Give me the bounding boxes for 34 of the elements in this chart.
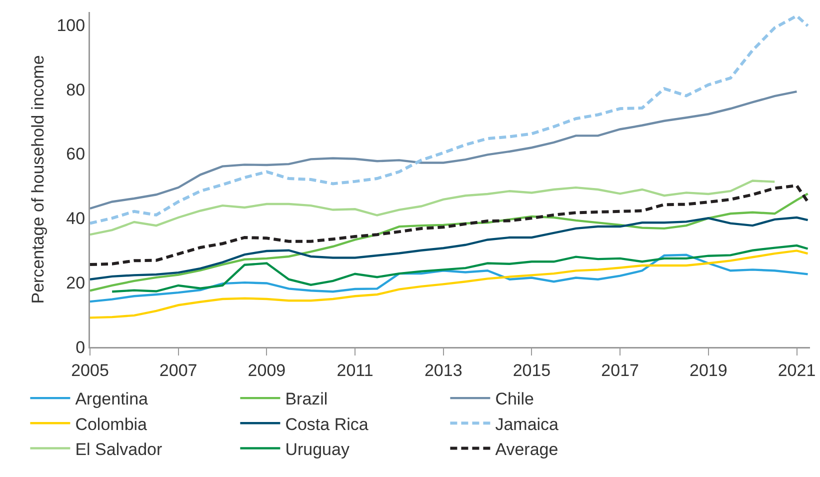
y-tick-label: 80 [66,80,86,100]
legend-label: Jamaica [495,414,560,434]
legend-label: Uruguay [285,440,350,459]
legend-label: Argentina [75,390,149,409]
legend-label: Chile [495,390,534,409]
y-axis-title: Percentage of household income [28,55,48,304]
y-tick-label: 40 [66,209,86,228]
line-series [90,250,809,319]
line-series [90,180,776,236]
line-series [90,216,809,280]
line-series [90,14,810,225]
y-tick-label: 100 [56,16,86,35]
x-tick-label: 2017 [601,360,639,380]
x-tick-label: 2021 [778,360,816,380]
line-series [90,254,809,303]
y-tick-label: 60 [66,144,86,164]
x-tick-label: 2009 [248,360,286,380]
y-tick-label: 0 [76,338,86,357]
legend-label: Brazil [285,390,328,409]
y-tick-label: 20 [66,274,86,293]
legend-label: Colombia [75,414,148,434]
x-tick-label: 2015 [512,360,551,380]
x-tick-label: 2007 [159,360,198,380]
line-series [90,192,809,292]
x-tick-label: 2013 [424,360,462,380]
x-tick-label: 2005 [71,360,109,380]
line-series [90,90,798,210]
x-tick-label: 2011 [336,360,374,380]
legend-label: Average [495,440,558,459]
line-series [110,244,809,293]
legend-label: El Salvador [75,440,162,459]
x-tick-label: 2019 [689,360,728,380]
legend-label: Costa Rica [285,414,369,434]
line-series [90,184,810,266]
